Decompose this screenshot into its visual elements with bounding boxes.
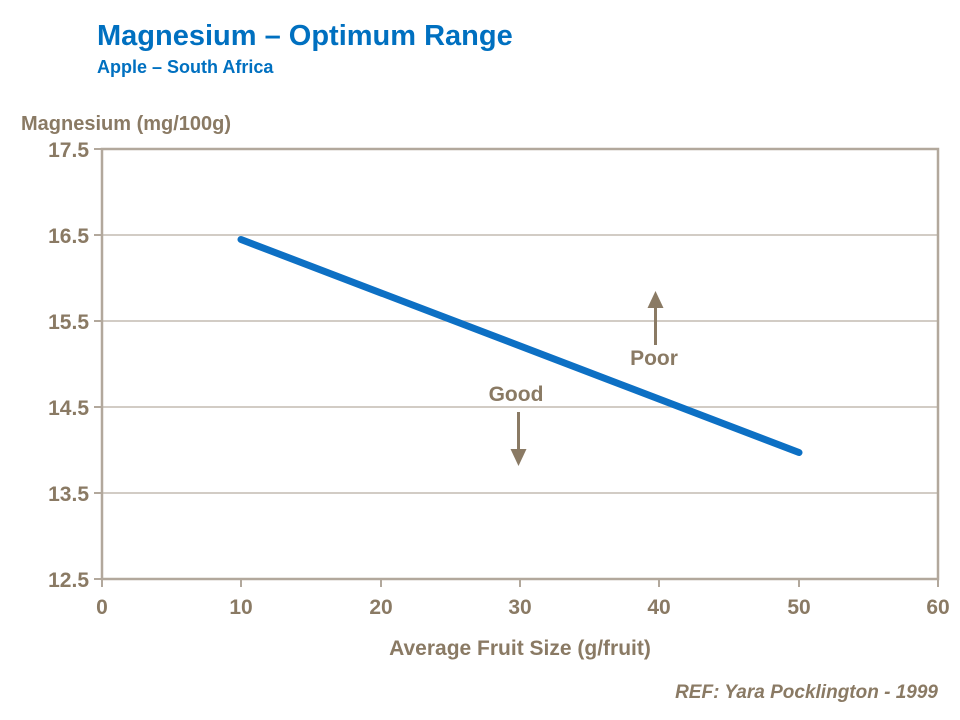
- up-arrow-icon: [647, 291, 664, 345]
- y-tick-label: 17.5: [48, 139, 89, 162]
- x-tick-label: 30: [508, 596, 531, 619]
- y-tick-label: 12.5: [48, 569, 89, 592]
- optimum-range-line: [237, 236, 803, 456]
- y-tick-label: 14.5: [48, 397, 89, 420]
- annotation-good-label: Good: [489, 383, 544, 406]
- annotation-poor-label: Poor: [630, 347, 678, 370]
- down-arrow-icon: [510, 412, 527, 466]
- y-axis-labels: 17.5 16.5 15.5 14.5 13.5 12.5: [48, 139, 89, 592]
- x-axis-ticks: [101, 579, 939, 587]
- annotation-poor: Poor: [630, 291, 678, 370]
- reference-text: REF: Yara Pocklington - 1999: [675, 682, 938, 703]
- y-tick-label: 13.5: [48, 483, 89, 506]
- annotation-good: Good: [489, 383, 544, 466]
- x-tick-label: 50: [787, 596, 810, 619]
- gridlines: [102, 234, 938, 494]
- x-tick-label: 60: [926, 596, 949, 619]
- y-tick-label: 16.5: [48, 225, 89, 248]
- chart-subtitle: Apple – South Africa: [97, 57, 274, 77]
- x-axis-title: Average Fruit Size (g/fruit): [389, 637, 651, 660]
- x-axis-labels: 0 10 20 30 40 50 60: [96, 596, 950, 619]
- y-axis-title: Magnesium (mg/100g): [21, 113, 232, 135]
- x-tick-label: 20: [369, 596, 392, 619]
- y-tick-label: 15.5: [48, 311, 89, 334]
- plot-area-frame: [100, 147, 940, 581]
- x-tick-label: 40: [647, 596, 670, 619]
- x-tick-label: 0: [96, 596, 108, 619]
- chart-title: Magnesium – Optimum Range: [97, 20, 513, 52]
- y-axis-ticks: [94, 148, 102, 580]
- x-tick-label: 10: [229, 596, 252, 619]
